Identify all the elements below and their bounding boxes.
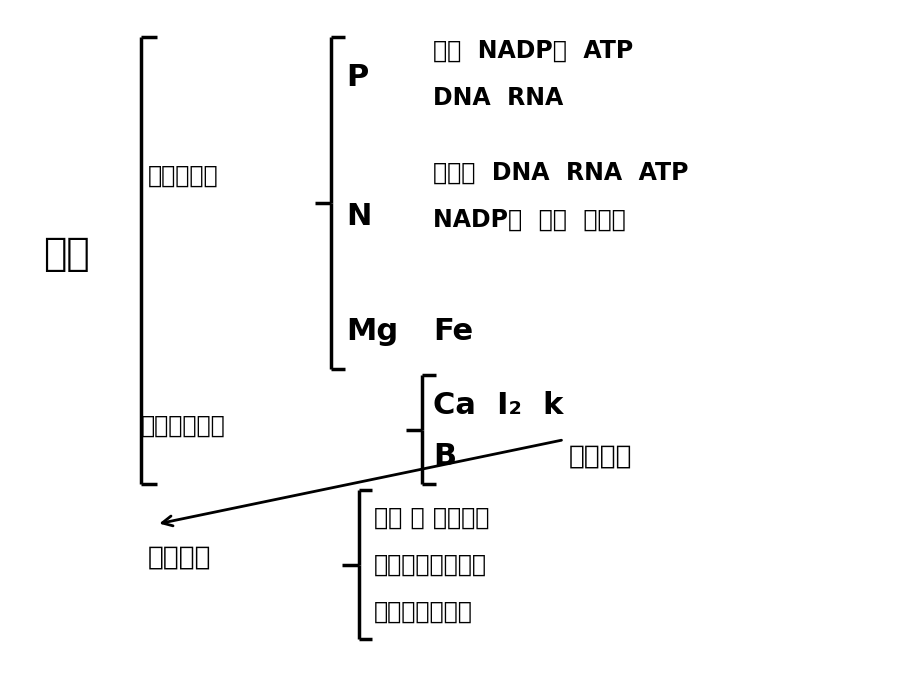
Text: 影响生命活动: 影响生命活动 bbox=[142, 414, 226, 438]
Text: DNA  RNA: DNA RNA bbox=[432, 86, 562, 110]
Text: 果实：喷洒生长素: 果实：喷洒生长素 bbox=[373, 553, 486, 577]
Text: 无法传粉: 无法传粉 bbox=[147, 545, 210, 571]
Text: 其它：无需补救: 其它：无需补救 bbox=[373, 600, 472, 624]
Text: B: B bbox=[432, 442, 456, 471]
Text: NADP＋  固醇  叶绿素: NADP＋ 固醇 叶绿素 bbox=[432, 208, 625, 232]
Text: P: P bbox=[346, 63, 369, 92]
Text: 构成化合物: 构成化合物 bbox=[148, 164, 219, 188]
Text: Mg: Mg bbox=[346, 317, 399, 346]
Text: 磷脂  NADP＋  ATP: 磷脂 NADP＋ ATP bbox=[432, 39, 632, 63]
Text: Fe: Fe bbox=[432, 317, 472, 346]
Text: Ca  I₂  k: Ca I₂ k bbox=[432, 391, 562, 420]
Text: 种子 ： 无法补救: 种子 ： 无法补救 bbox=[373, 505, 489, 529]
Text: 作用: 作用 bbox=[43, 235, 90, 273]
Text: 花而不实: 花而不实 bbox=[568, 444, 631, 470]
Text: 蛋白质  DNA  RNA  ATP: 蛋白质 DNA RNA ATP bbox=[432, 161, 687, 185]
Text: N: N bbox=[346, 202, 371, 231]
